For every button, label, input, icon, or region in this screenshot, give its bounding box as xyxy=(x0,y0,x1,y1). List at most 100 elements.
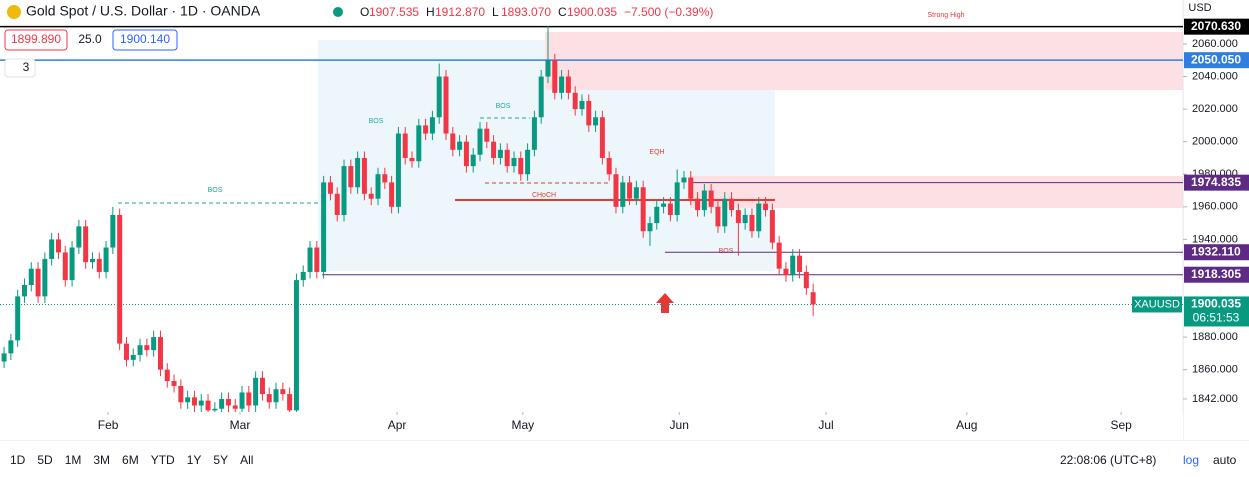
sell-button[interactable] xyxy=(4,29,68,51)
candle-body xyxy=(307,247,313,272)
candle-body xyxy=(212,408,218,411)
candle-body xyxy=(525,149,531,175)
candle-body xyxy=(613,174,619,207)
spread: 25.0 xyxy=(78,32,102,46)
candle-body xyxy=(504,149,510,167)
arrow xyxy=(656,293,674,313)
candle-body xyxy=(395,133,401,207)
range-button[interactable]: 1Y xyxy=(187,453,202,467)
ohlc-key: H xyxy=(426,5,435,19)
range-button[interactable]: 5Y xyxy=(213,453,228,467)
candle-body xyxy=(579,100,585,110)
candle-body xyxy=(21,284,27,297)
candle-body xyxy=(348,166,354,188)
candle-body xyxy=(117,214,123,344)
annotation: BOS xyxy=(208,187,223,194)
candle-body xyxy=(769,210,775,243)
currency[interactable]: USD xyxy=(1188,2,1211,14)
ohlc-value: 1900.035 xyxy=(567,5,617,19)
candle-body xyxy=(647,223,653,232)
ohlc-value: 1912.870 xyxy=(435,5,485,19)
level-tag xyxy=(1184,266,1249,283)
candle-body xyxy=(606,157,612,175)
indicator-count[interactable]: 3 xyxy=(23,60,30,74)
range-button[interactable]: 1D xyxy=(10,453,26,467)
last-price-label: 1900.035 xyxy=(1191,297,1241,311)
x-tick-label: Feb xyxy=(98,418,119,432)
supply-zone xyxy=(690,176,1183,208)
candle-body xyxy=(246,392,252,406)
candle-body xyxy=(633,187,639,199)
indicators-toggle[interactable] xyxy=(4,58,36,78)
candle-body xyxy=(334,193,340,215)
candle-body xyxy=(559,76,565,93)
annotation: BOS xyxy=(719,248,734,255)
candle-body xyxy=(409,157,415,162)
level-label: 1932.110 xyxy=(1191,244,1241,258)
candle-body xyxy=(15,296,21,341)
level-label: 1918.305 xyxy=(1191,267,1241,281)
buy-price[interactable]: 1900.140 xyxy=(120,32,170,46)
candle-body xyxy=(293,280,299,411)
symbol-tag xyxy=(1132,296,1182,313)
ohlc-change: −7.500 (−0.39%) xyxy=(624,5,713,19)
candle-body xyxy=(722,198,728,227)
range-button[interactable]: YTD xyxy=(151,453,175,467)
candle-body xyxy=(164,369,170,382)
candle-body xyxy=(783,268,789,276)
candle-body xyxy=(368,193,374,199)
candle-body xyxy=(1,353,7,362)
candle-body xyxy=(776,242,782,269)
candle-body xyxy=(627,182,633,199)
candle-body xyxy=(654,206,660,224)
candle-body xyxy=(443,76,449,134)
candle-body xyxy=(144,345,150,351)
candle-body xyxy=(300,271,306,281)
candle-body xyxy=(239,392,245,409)
candle-body xyxy=(729,198,735,211)
auto-toggle[interactable]: auto xyxy=(1213,453,1237,467)
candle-body xyxy=(157,337,163,370)
candle-body xyxy=(661,203,667,207)
candle-body xyxy=(103,247,109,272)
candle-body xyxy=(389,182,395,207)
candle-body xyxy=(361,157,367,194)
candle-body xyxy=(552,60,558,93)
log-toggle[interactable]: log xyxy=(1183,453,1199,467)
candle-body xyxy=(620,182,626,207)
range-button[interactable]: 6M xyxy=(122,453,139,467)
candle-body xyxy=(28,268,34,285)
candle-body xyxy=(565,76,571,93)
y-tick-label: 2060.000 xyxy=(1192,38,1238,50)
range-button[interactable]: 5D xyxy=(37,453,53,467)
candle-body xyxy=(402,133,408,158)
candle-body xyxy=(640,187,646,232)
x-tick-label: May xyxy=(511,418,534,432)
symbol-label: XAUUSD xyxy=(1134,298,1180,310)
candle-body xyxy=(463,141,469,167)
candle-body xyxy=(416,125,422,162)
y-tick-label: 1880.000 xyxy=(1192,331,1238,343)
candle-body xyxy=(219,398,225,409)
candle-body xyxy=(382,174,388,183)
candle-body xyxy=(545,60,551,77)
candle-body xyxy=(423,125,429,134)
candle-body xyxy=(450,133,456,150)
plot: 1842.000 1860.000 1880.000 1940.000 1960.000… xyxy=(0,18,1249,433)
buy-button[interactable] xyxy=(112,29,178,51)
sell-price[interactable]: 1899.890 xyxy=(11,32,61,46)
ohlc-value: 1907.535 xyxy=(369,5,419,19)
candle-body xyxy=(198,400,204,406)
range-button[interactable]: 3M xyxy=(93,453,110,467)
candle-body xyxy=(62,252,68,281)
candle-body xyxy=(538,76,544,118)
candle-body xyxy=(518,157,524,175)
candle-body xyxy=(572,92,578,110)
range-button[interactable]: 1M xyxy=(65,453,82,467)
candle-body xyxy=(314,247,320,272)
range-button[interactable]: All xyxy=(240,453,253,467)
y-tick-label: 2040.000 xyxy=(1192,70,1238,82)
candle-body xyxy=(457,141,463,150)
x-tick-label: Apr xyxy=(388,418,407,432)
